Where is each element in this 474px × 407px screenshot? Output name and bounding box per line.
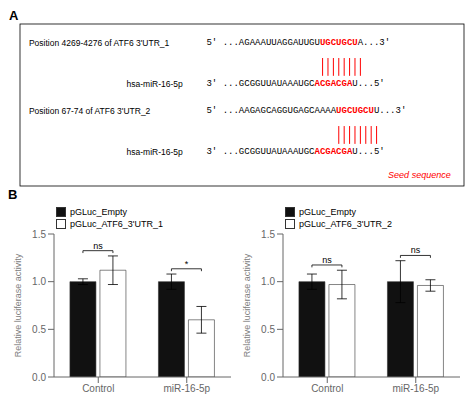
html-text:pGLuc_ATF6_3'UTR_2: pGLuc_ATF6_3'UTR_2 <box>299 219 393 229</box>
svg-text:Position 67-74 of ATF6 3'UTR_2: Position 67-74 of ATF6 3'UTR_2 <box>29 106 151 116</box>
svg-text:5' ...AGAAAUUAGGAUUGUUGCUGCUA.: 5' ...AGAAAUUAGGAUUGUUGCUGCUA...3' <box>206 38 390 48</box>
svg-text:0.0: 0.0 <box>261 372 275 383</box>
svg-text:Control: Control <box>82 383 114 394</box>
svg-text:0.5: 0.5 <box>261 324 275 335</box>
svg-text:1.5: 1.5 <box>32 229 46 240</box>
svg-text:hsa-miR-16-5p: hsa-miR-16-5p <box>127 79 183 89</box>
svg-text:hsa-miR-16-5p: hsa-miR-16-5p <box>127 147 183 157</box>
html-text:pGLuc_Empty: pGLuc_Empty <box>299 207 356 217</box>
svg-text:3' ...GCGGUUAUAAAUGCACGACGAU..: 3' ...GCGGUUAUAAAUGCACGACGAU...5' <box>206 147 384 157</box>
svg-text:Relative luciferase activity: Relative luciferase activity <box>13 253 23 357</box>
html-text:pGLuc_Empty: pGLuc_Empty <box>70 207 127 217</box>
svg-text:miR-16-5p: miR-16-5p <box>163 383 210 394</box>
svg-text:1.5: 1.5 <box>261 229 275 240</box>
html-text:pGLuc_ATF6_3'UTR_1: pGLuc_ATF6_3'UTR_1 <box>70 219 164 229</box>
svg-text:1.0: 1.0 <box>261 276 275 287</box>
svg-text:Relative luciferase activity: Relative luciferase activity <box>242 253 252 357</box>
html-text:B: B <box>8 187 18 202</box>
svg-text:A: A <box>9 8 19 23</box>
svg-text:Position 4269-4276 of ATF6 3'U: Position 4269-4276 of ATF6 3'UTR_1 <box>29 38 170 48</box>
svg-text:0.0: 0.0 <box>32 372 46 383</box>
svg-text:ns: ns <box>93 241 103 251</box>
svg-text:Control: Control <box>311 383 343 394</box>
svg-text:ns: ns <box>411 245 421 255</box>
svg-text:5' ...AAGAGCAGGUGAGCAAAAUGCUGC: 5' ...AAGAGCAGGUGAGCAAAAUGCUGCUU...3' <box>206 106 406 116</box>
svg-text:ns: ns <box>322 255 332 265</box>
svg-text:1.0: 1.0 <box>32 276 46 287</box>
svg-text:miR-16-5p: miR-16-5p <box>392 383 439 394</box>
svg-text:*: * <box>185 259 189 269</box>
svg-text:3' ...GCGGUUAUAAAUGCACGACGAU..: 3' ...GCGGUUAUAAAUGCACGACGAU...5' <box>206 79 384 89</box>
svg-text:0.5: 0.5 <box>32 324 46 335</box>
svg-text:Seed sequence: Seed sequence <box>388 170 451 180</box>
